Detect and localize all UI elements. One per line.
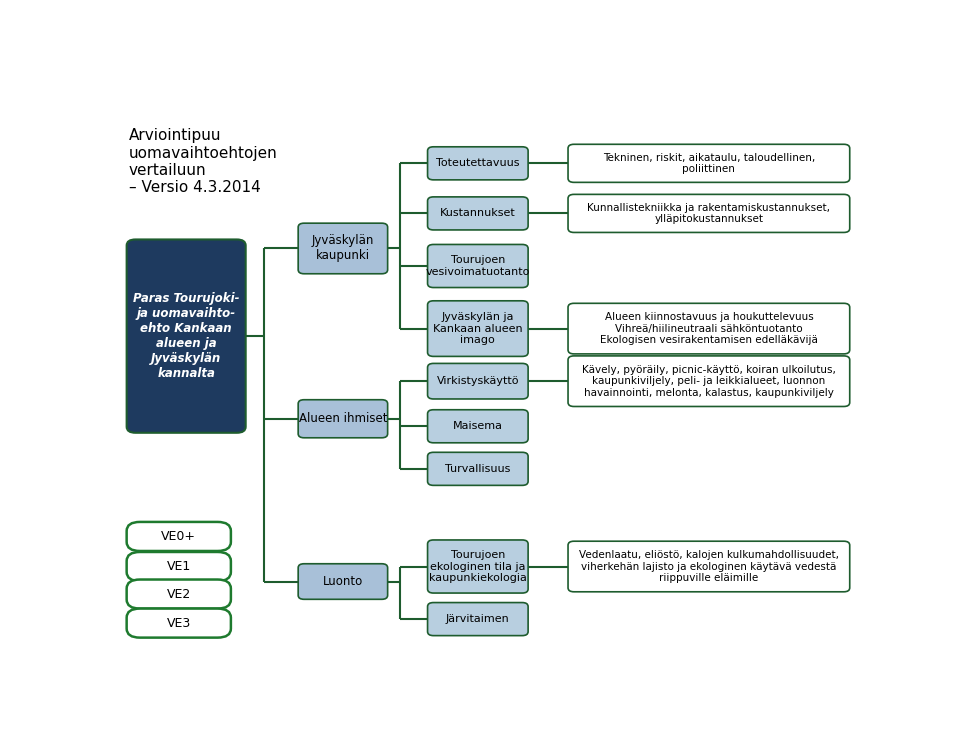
FancyBboxPatch shape: [127, 552, 231, 581]
Text: Alueen kiinnostavuus ja houkuttelevuus
Vihreä/hiilineutraali sähköntuotanto
Ekol: Alueen kiinnostavuus ja houkuttelevuus V…: [599, 312, 817, 345]
Text: Toteutettavuus: Toteutettavuus: [436, 158, 519, 168]
FancyBboxPatch shape: [427, 147, 528, 180]
FancyBboxPatch shape: [427, 245, 528, 287]
FancyBboxPatch shape: [567, 541, 849, 592]
Text: Maisema: Maisema: [453, 421, 502, 431]
Text: Kustannukset: Kustannukset: [439, 209, 516, 218]
Text: Alueen ihmiset: Alueen ihmiset: [298, 412, 387, 426]
FancyBboxPatch shape: [127, 240, 246, 433]
Text: Tourujoen
ekologinen tila ja
kaupunkiekologia: Tourujoen ekologinen tila ja kaupunkieko…: [429, 550, 526, 583]
Text: Jyväskylän ja
Kankaan alueen
imago: Jyväskylän ja Kankaan alueen imago: [433, 312, 522, 345]
Text: VE2: VE2: [167, 587, 191, 600]
FancyBboxPatch shape: [427, 603, 528, 636]
FancyBboxPatch shape: [567, 144, 849, 182]
FancyBboxPatch shape: [127, 579, 231, 609]
Text: Luonto: Luonto: [322, 575, 363, 588]
FancyBboxPatch shape: [127, 522, 231, 551]
FancyBboxPatch shape: [567, 194, 849, 232]
Text: VE0+: VE0+: [161, 530, 196, 543]
FancyBboxPatch shape: [427, 301, 528, 356]
Text: Virkistyskäyttö: Virkistyskäyttö: [436, 376, 518, 386]
FancyBboxPatch shape: [567, 356, 849, 406]
Text: Paras Tourujoki-
ja uomavaihto-
ehto Kankaan
alueen ja
Jyväskylän
kannalta: Paras Tourujoki- ja uomavaihto- ehto Kan…: [132, 292, 239, 380]
FancyBboxPatch shape: [427, 197, 528, 230]
FancyBboxPatch shape: [298, 564, 387, 599]
Text: Jyväskylän
kaupunki: Jyväskylän kaupunki: [312, 234, 374, 262]
FancyBboxPatch shape: [567, 304, 849, 354]
FancyBboxPatch shape: [427, 540, 528, 593]
FancyBboxPatch shape: [427, 409, 528, 442]
FancyBboxPatch shape: [427, 452, 528, 485]
Text: Järvitaimen: Järvitaimen: [445, 614, 509, 624]
Text: Turvallisuus: Turvallisuus: [445, 464, 510, 474]
FancyBboxPatch shape: [298, 223, 387, 273]
Text: Tourujoen
vesivoimatuotanto: Tourujoen vesivoimatuotanto: [425, 255, 530, 277]
Text: Vedenlaatu, eliöstö, kalojen kulkumahdollisuudet,
viherkehän lajisto ja ekologin: Vedenlaatu, eliöstö, kalojen kulkumahdol…: [578, 550, 838, 583]
Text: Arviointipuu
uomavaihtoehtojen
vertailuun
– Versio 4.3.2014: Arviointipuu uomavaihtoehtojen vertailuu…: [129, 129, 277, 196]
FancyBboxPatch shape: [127, 609, 231, 638]
FancyBboxPatch shape: [427, 363, 528, 399]
Text: Tekninen, riskit, aikataulu, taloudellinen,
poliittinen: Tekninen, riskit, aikataulu, taloudellin…: [602, 153, 814, 174]
Text: Kävely, pyöräily, picnic-käyttö, koiran ulkoilutus,
kaupunkiviljely, peli- ja le: Kävely, pyöräily, picnic-käyttö, koiran …: [581, 365, 835, 398]
Text: Kunnallistekniikka ja rakentamiskustannukset,
ylläpitokustannukset: Kunnallistekniikka ja rakentamiskustannu…: [587, 203, 829, 224]
Text: VE3: VE3: [167, 617, 191, 630]
Text: VE1: VE1: [167, 560, 191, 573]
FancyBboxPatch shape: [298, 400, 387, 438]
